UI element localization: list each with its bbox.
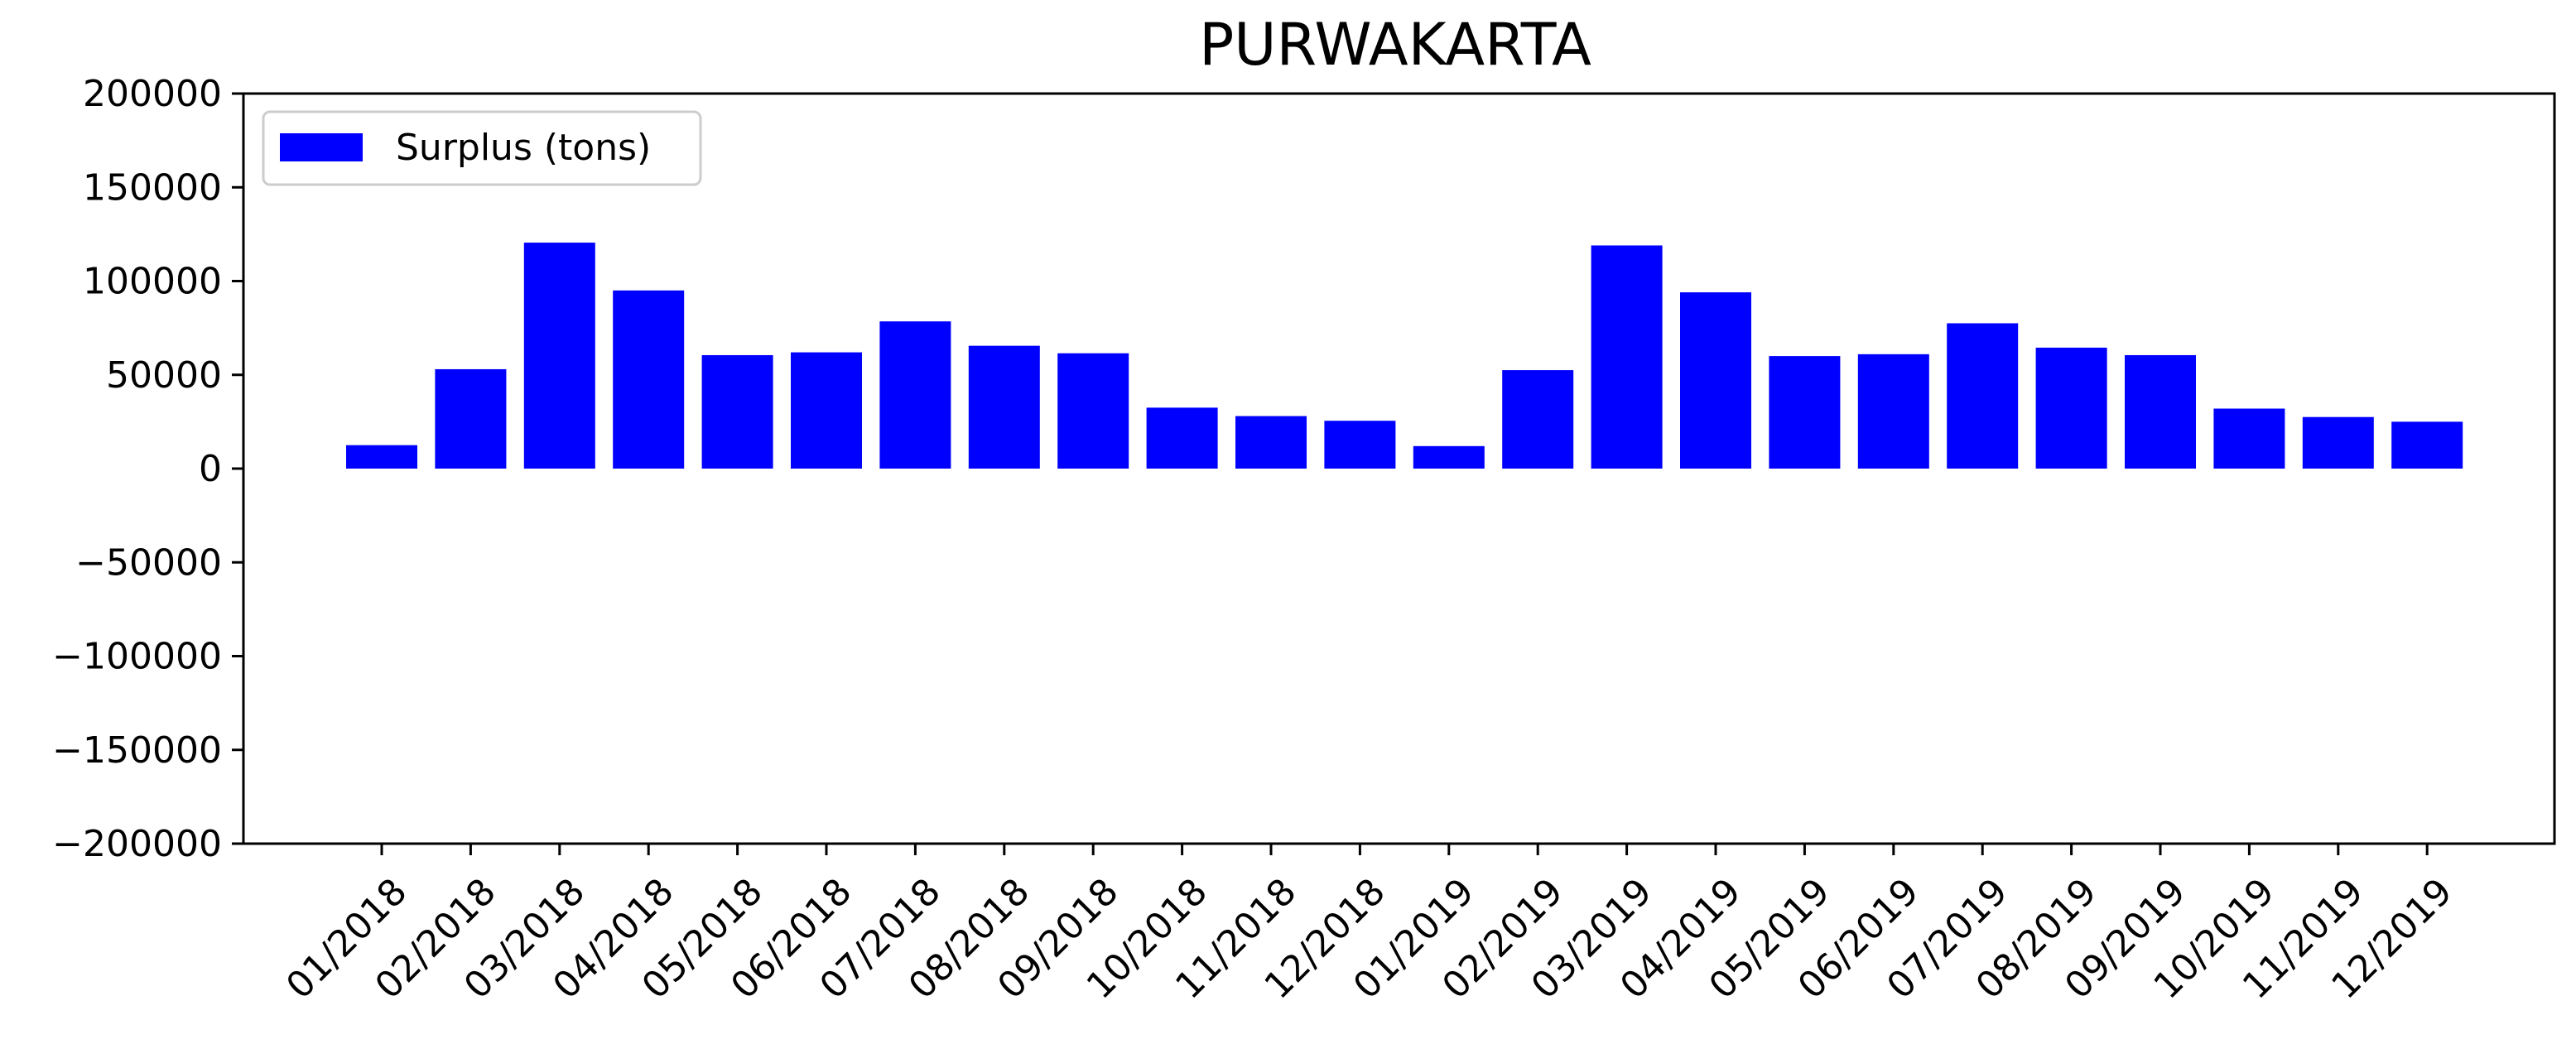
bar [968, 345, 1040, 469]
bar [791, 352, 862, 469]
bar [346, 445, 417, 469]
bar [1947, 323, 2019, 469]
y-tick-label: 150000 [83, 166, 222, 209]
bar [1680, 292, 1751, 469]
bar [1235, 416, 1307, 469]
legend-label: Surplus (tons) [396, 127, 651, 169]
bar [1146, 407, 1218, 469]
bar [435, 368, 507, 469]
legend-box [262, 110, 702, 186]
bar [1324, 421, 1396, 469]
bar [1057, 353, 1129, 469]
y-tick-label: 50000 [106, 354, 222, 397]
bar [2125, 354, 2196, 469]
legend: Surplus (tons) [262, 110, 702, 186]
y-tick-label: −200000 [52, 823, 222, 865]
bar [1591, 245, 1663, 469]
bar-series [346, 243, 2463, 469]
y-tick-label: −150000 [52, 729, 222, 772]
legend-swatch [280, 133, 363, 161]
y-tick-label: −100000 [52, 636, 222, 678]
x-axis: 01/201802/201803/201804/201805/201806/20… [278, 844, 2461, 1008]
y-axis: 200000 150000 100000 50000 0 −50000 −100000 −15… [52, 73, 243, 865]
bar [2213, 408, 2285, 469]
bar [1769, 356, 1841, 469]
bar [1502, 370, 1574, 469]
y-tick-label: 100000 [83, 261, 222, 303]
bar [613, 290, 685, 469]
bar [2035, 347, 2107, 469]
bar [701, 354, 773, 469]
bar [879, 321, 951, 469]
y-tick-label: 200000 [83, 73, 222, 115]
bar [1413, 445, 1485, 469]
y-tick-label: −50000 [75, 541, 222, 584]
bar [1857, 354, 1929, 469]
bar [2391, 421, 2463, 469]
y-tick-label: 0 [199, 448, 222, 490]
bar [2302, 416, 2374, 469]
bar [523, 243, 595, 469]
plot-area-frame [242, 92, 2556, 845]
chart-title: PURWAKARTA [1199, 11, 1591, 79]
